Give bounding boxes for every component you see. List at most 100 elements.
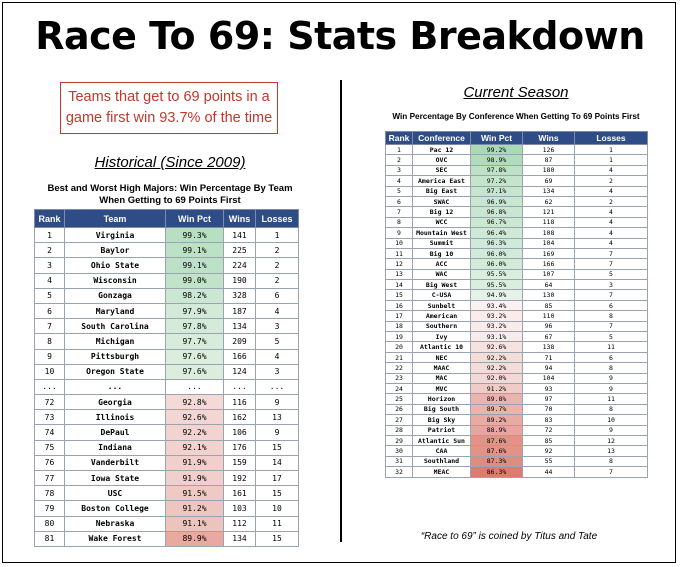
rank-cell: 8 <box>34 333 65 350</box>
team-cell: Georgia <box>64 394 166 411</box>
team-cell: Illinois <box>64 409 166 426</box>
win-pct-cell: 98.2% <box>165 287 224 304</box>
wins-cell: 159 <box>223 454 256 472</box>
team-cell: Pac 12 <box>412 143 471 156</box>
rank-cell: 4 <box>385 175 413 187</box>
vertical-divider <box>340 80 342 542</box>
team-cell: Vanderbilt <box>64 454 166 472</box>
team-cell: Big West <box>412 279 471 291</box>
win-pct-cell: 95.5% <box>470 268 523 281</box>
team-cell: Atlantic Sun <box>412 434 471 447</box>
losses-cell: 3 <box>255 363 299 380</box>
win-pct-cell: 93.2% <box>470 310 523 322</box>
team-cell: Patriot <box>412 424 471 436</box>
win-pct-cell: 97.7% <box>165 333 224 350</box>
team-cell: DePaul <box>64 424 166 441</box>
wins-cell: 138 <box>522 341 575 353</box>
win-pct-cell: 96.3% <box>470 237 523 249</box>
losses-cell: 1 <box>255 226 299 244</box>
losses-cell: 2 <box>574 175 648 187</box>
wins-cell: 96 <box>522 320 575 333</box>
team-cell: Big Sky <box>412 414 471 426</box>
wins-cell: 166 <box>223 348 256 365</box>
table-row: 76 Vanderbilt 91.9% 159 14 <box>34 454 299 472</box>
team-cell: Virginia <box>64 226 166 244</box>
losses-cell: 4 <box>574 206 648 218</box>
wins-cell: 134 <box>223 530 256 547</box>
wins-cell: 134 <box>223 318 256 335</box>
losses-cell: 6 <box>574 351 648 364</box>
table-row: 21 NEC 92.2% 71 6 <box>385 351 648 364</box>
win-pct-cell: 91.5% <box>165 485 224 502</box>
table-row: 14 Big West 95.5% 64 3 <box>385 279 648 291</box>
table-row: 3 Ohio State 99.1% 224 2 <box>34 257 299 274</box>
header-win-pct: Win Pct <box>165 209 224 228</box>
rank-cell: 19 <box>385 331 413 343</box>
rank-cell: 2 <box>34 242 65 259</box>
team-cell: Sunbelt <box>412 299 471 312</box>
wins-cell: 106 <box>223 424 256 441</box>
rank-cell: 80 <box>34 515 65 532</box>
table-row: 31 Southland 87.3% 55 8 <box>385 455 648 468</box>
rank-cell: 1 <box>385 143 413 156</box>
table-row: 19 Ivy 93.1% 67 5 <box>385 331 648 343</box>
rank-cell: 11 <box>385 247 413 260</box>
win-pct-cell: 87.6% <box>470 445 523 457</box>
losses-cell: 1 <box>574 143 648 156</box>
wins-cell: 124 <box>223 363 256 380</box>
team-cell: America East <box>412 175 471 187</box>
team-cell: USC <box>64 485 166 502</box>
current-table: Rank Conference Win Pct Wins Losses 1 Pac… <box>385 131 648 478</box>
rank-cell: 6 <box>34 302 65 320</box>
losses-cell: 7 <box>574 247 648 260</box>
team-cell: Michigan <box>64 333 166 350</box>
losses-cell: 6 <box>574 299 648 312</box>
losses-cell: 8 <box>574 362 648 374</box>
team-cell: WCC <box>412 216 471 229</box>
team-cell: Iowa State <box>64 469 166 487</box>
rank-cell: 24 <box>385 382 413 395</box>
table-row: 28 Patriot 88.9% 72 9 <box>385 424 648 436</box>
team-cell: SEC <box>412 164 471 177</box>
losses-cell: 15 <box>255 439 299 456</box>
team-cell: Baylor <box>64 242 166 259</box>
table-row: 75 Indiana 92.1% 176 15 <box>34 439 299 456</box>
losses-cell: ... <box>255 378 299 396</box>
header-losses: Losses <box>574 131 648 145</box>
losses-cell: 10 <box>255 500 299 517</box>
win-pct-cell: 97.1% <box>470 185 523 197</box>
rank-cell: 3 <box>385 164 413 177</box>
wins-cell: 130 <box>522 289 575 301</box>
team-cell: Big 10 <box>412 247 471 260</box>
wins-cell: 162 <box>223 409 256 426</box>
table-row: 72 Georgia 92.8% 116 9 <box>34 394 299 411</box>
rank-cell: 9 <box>385 227 413 239</box>
win-pct-cell: 92.2% <box>470 362 523 374</box>
win-pct-cell: 96.7% <box>470 216 523 229</box>
rank-cell: 16 <box>385 299 413 312</box>
wins-cell: 93 <box>522 382 575 395</box>
wins-cell: 110 <box>522 310 575 322</box>
losses-cell: 12 <box>574 434 648 447</box>
table-row: 10 Oregon State 97.6% 124 3 <box>34 363 299 380</box>
table-row: 11 Big 10 96.0% 169 7 <box>385 247 648 260</box>
wins-cell: 166 <box>522 258 575 270</box>
table-row: 29 Atlantic Sun 87.6% 85 12 <box>385 434 648 447</box>
header-wins: Wins <box>522 131 575 145</box>
rank-cell: 3 <box>34 257 65 274</box>
win-pct-cell: 94.9% <box>470 289 523 301</box>
losses-cell: 4 <box>574 227 648 239</box>
wins-cell: 209 <box>223 333 256 350</box>
wins-cell: 72 <box>522 424 575 436</box>
win-pct-cell: 92.0% <box>470 372 523 385</box>
win-pct-cell: 93.1% <box>470 331 523 343</box>
losses-cell: 4 <box>574 216 648 229</box>
losses-cell: 4 <box>574 164 648 177</box>
table-row: 22 MAAC 92.2% 94 8 <box>385 362 648 374</box>
footnote: “Race to 69” is coined by Titus and Tate <box>420 531 598 542</box>
wins-cell: 225 <box>223 242 256 259</box>
wins-cell: 126 <box>522 143 575 156</box>
team-cell: American <box>412 310 471 322</box>
win-pct-cell: 97.8% <box>165 318 224 335</box>
wins-cell: 87 <box>522 154 575 166</box>
